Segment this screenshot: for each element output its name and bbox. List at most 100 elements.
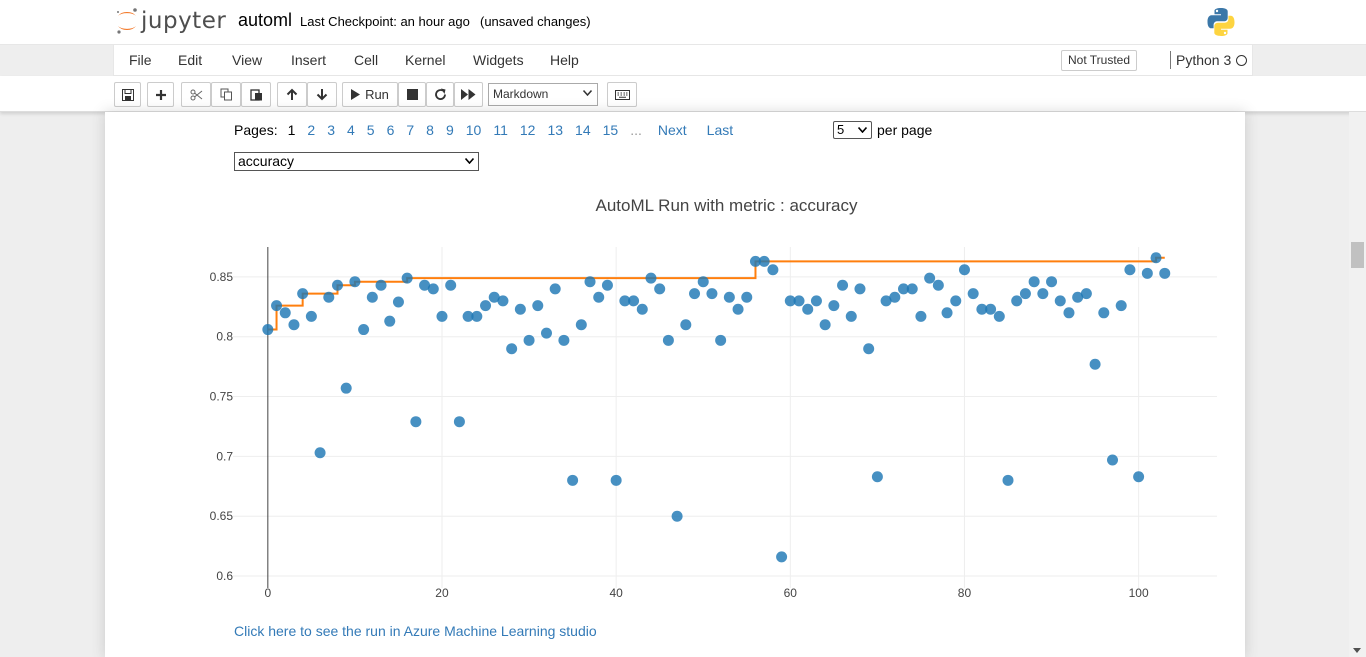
run-point[interactable] xyxy=(349,276,361,288)
run-point[interactable] xyxy=(837,279,849,291)
run-point[interactable] xyxy=(427,283,439,295)
run-point[interactable] xyxy=(802,303,814,315)
run-point[interactable] xyxy=(1046,276,1058,288)
run-point[interactable] xyxy=(340,382,352,394)
page-link[interactable]: 9 xyxy=(445,122,454,138)
move-up-button[interactable] xyxy=(277,82,307,107)
run-point[interactable] xyxy=(610,474,622,486)
run-point[interactable] xyxy=(636,303,648,315)
run-point[interactable] xyxy=(1037,288,1049,300)
run-point[interactable] xyxy=(889,291,901,303)
run-point[interactable] xyxy=(845,310,857,322)
run-point[interactable] xyxy=(793,295,805,307)
run-point[interactable] xyxy=(558,334,570,346)
run-point[interactable] xyxy=(1019,288,1031,300)
page-link[interactable]: 15 xyxy=(602,122,619,138)
run-point[interactable] xyxy=(262,324,274,336)
run-point[interactable] xyxy=(1115,300,1127,312)
run-point[interactable] xyxy=(1133,471,1145,483)
run-point[interactable] xyxy=(985,303,997,315)
command-palette-button[interactable] xyxy=(607,82,637,107)
menu-kernel[interactable]: Kernel xyxy=(405,52,446,68)
run-point[interactable] xyxy=(976,303,988,315)
run-point[interactable] xyxy=(279,307,291,319)
run-point[interactable] xyxy=(567,474,579,486)
run-point[interactable] xyxy=(375,279,387,291)
page-link[interactable]: 2 xyxy=(307,122,316,138)
run-point[interactable] xyxy=(1098,307,1110,319)
run-point[interactable] xyxy=(749,255,761,267)
run-point[interactable] xyxy=(723,291,735,303)
run-point[interactable] xyxy=(392,296,404,308)
scroll-down-arrow[interactable] xyxy=(1353,648,1361,653)
run-point[interactable] xyxy=(689,288,701,300)
restart-button[interactable] xyxy=(426,82,454,107)
run-point[interactable] xyxy=(619,295,631,307)
page-link[interactable]: 8 xyxy=(426,122,434,138)
page-link[interactable]: 7 xyxy=(406,122,415,138)
run-point[interactable] xyxy=(654,283,666,295)
run-button[interactable]: Run xyxy=(342,82,398,107)
per-page-select[interactable]: 5 xyxy=(833,121,872,139)
menu-file[interactable]: File xyxy=(129,52,152,68)
save-button[interactable] xyxy=(114,82,141,107)
run-point[interactable] xyxy=(628,295,640,307)
run-point[interactable] xyxy=(784,295,796,307)
cell-type-select[interactable]: Markdown xyxy=(488,83,598,106)
run-point[interactable] xyxy=(1159,267,1171,279)
run-point[interactable] xyxy=(331,279,343,291)
scrollbar-thumb[interactable] xyxy=(1351,242,1364,268)
run-point[interactable] xyxy=(880,295,892,307)
menu-cell[interactable]: Cell xyxy=(354,52,379,68)
metric-select[interactable]: accuracy xyxy=(234,152,479,171)
page-link[interactable]: 12 xyxy=(519,122,536,138)
run-point[interactable] xyxy=(297,288,309,300)
run-point[interactable] xyxy=(967,288,979,300)
run-point[interactable] xyxy=(523,334,535,346)
run-point[interactable] xyxy=(323,291,335,303)
run-point[interactable] xyxy=(384,315,396,327)
run-point[interactable] xyxy=(662,334,674,346)
run-point[interactable] xyxy=(532,300,544,312)
run-point[interactable] xyxy=(593,291,605,303)
run-point[interactable] xyxy=(1063,307,1075,319)
menu-edit[interactable]: Edit xyxy=(178,52,203,68)
move-down-button[interactable] xyxy=(307,82,337,107)
run-point[interactable] xyxy=(741,291,753,303)
run-point[interactable] xyxy=(1072,291,1084,303)
run-point[interactable] xyxy=(906,283,918,295)
page-link-current[interactable]: 1 xyxy=(287,122,296,138)
run-point[interactable] xyxy=(419,279,431,291)
run-point[interactable] xyxy=(1011,295,1023,307)
run-point[interactable] xyxy=(358,324,370,336)
run-point[interactable] xyxy=(706,288,718,300)
run-point[interactable] xyxy=(1124,264,1136,276)
menu-help[interactable]: Help xyxy=(550,52,579,68)
run-point[interactable] xyxy=(514,303,526,315)
run-point[interactable] xyxy=(314,447,326,459)
interrupt-button[interactable] xyxy=(398,82,426,107)
run-point[interactable] xyxy=(549,283,561,295)
kernel-name[interactable]: Python 3 xyxy=(1176,52,1232,68)
page-link[interactable]: 6 xyxy=(386,122,395,138)
run-point[interactable] xyxy=(462,310,474,322)
run-point[interactable] xyxy=(488,291,500,303)
run-point[interactable] xyxy=(1089,358,1101,370)
run-point[interactable] xyxy=(305,310,317,322)
page-link[interactable]: 5 xyxy=(366,122,375,138)
run-point[interactable] xyxy=(436,310,448,322)
run-point[interactable] xyxy=(445,279,457,291)
run-point[interactable] xyxy=(480,300,492,312)
run-point[interactable] xyxy=(471,310,483,322)
run-point[interactable] xyxy=(715,334,727,346)
last-page-link[interactable]: Last xyxy=(706,122,734,138)
run-point[interactable] xyxy=(401,272,413,284)
page-link[interactable]: 10 xyxy=(465,122,482,138)
run-point[interactable] xyxy=(584,276,596,288)
run-point[interactable] xyxy=(1141,267,1153,279)
run-point[interactable] xyxy=(932,279,944,291)
copy-button[interactable] xyxy=(211,82,241,107)
run-point[interactable] xyxy=(758,255,770,267)
run-point[interactable] xyxy=(924,272,936,284)
run-point[interactable] xyxy=(697,276,709,288)
